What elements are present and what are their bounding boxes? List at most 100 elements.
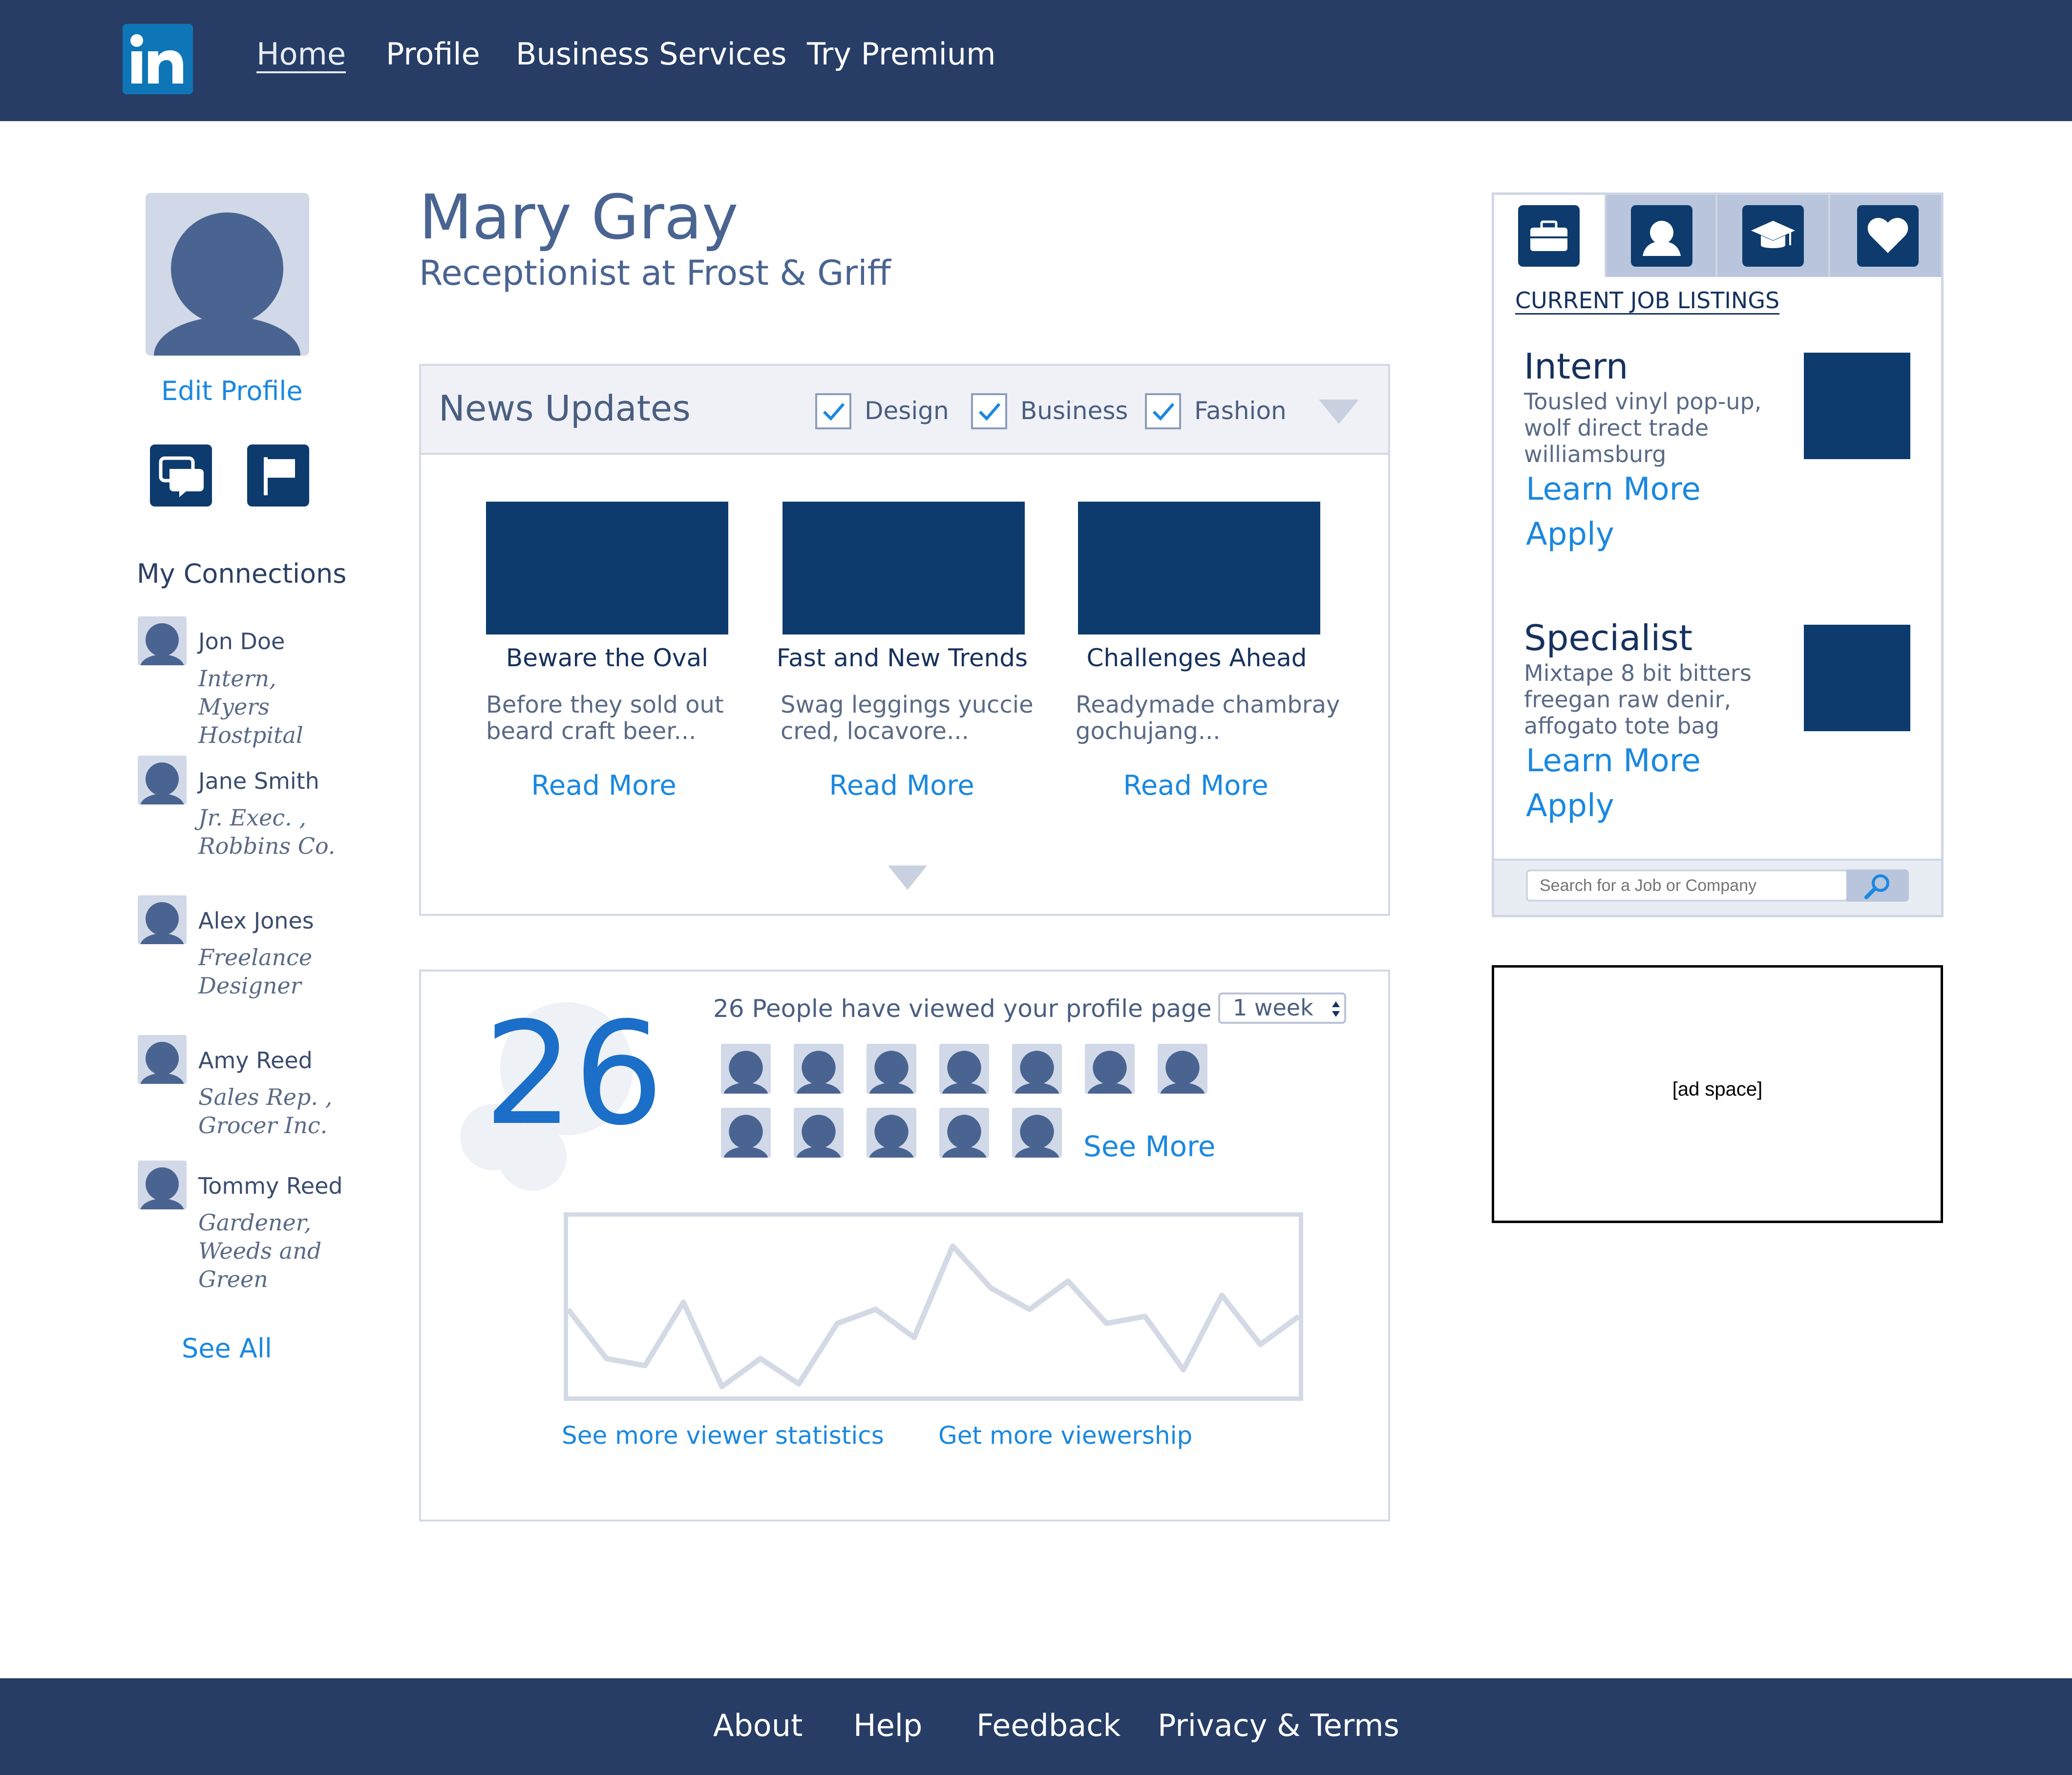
load-more-news-icon[interactable]: [888, 866, 927, 893]
connection-avatar[interactable]: [138, 1161, 187, 1209]
footer-about-link[interactable]: About: [713, 1708, 803, 1743]
job-search-input[interactable]: [1526, 869, 1848, 902]
current-job-listings-heading[interactable]: CURRENT JOB LISTINGS: [1515, 287, 1780, 314]
viewer-avatar[interactable]: [939, 1044, 989, 1094]
design-filter-checkbox[interactable]: [815, 393, 851, 429]
connection-avatar[interactable]: [138, 895, 187, 944]
person-silhouette-icon: [869, 1051, 914, 1094]
connection-role-line: Green: [198, 1266, 268, 1292]
article-image[interactable]: [486, 502, 728, 634]
viewer-avatar[interactable]: [794, 1108, 844, 1158]
connection-role-line: Robbins Co.: [198, 833, 336, 859]
viewer-avatar[interactable]: [794, 1044, 844, 1094]
article-image[interactable]: [1078, 502, 1320, 634]
nav-business-services[interactable]: Business Services: [516, 36, 787, 72]
nav-try-premium[interactable]: Try Premium: [807, 36, 996, 72]
article-title[interactable]: Challenges Ahead: [1086, 644, 1307, 672]
viewer-avatar[interactable]: [1085, 1044, 1135, 1094]
ad-space[interactable]: [1492, 965, 1943, 1223]
design-filter-label[interactable]: Design: [865, 397, 949, 425]
viewer-avatar[interactable]: [1012, 1044, 1062, 1094]
viewer-avatar[interactable]: [939, 1108, 989, 1158]
connection-avatar[interactable]: [138, 1035, 187, 1084]
flag-icon: [264, 457, 295, 495]
job-search-button[interactable]: [1846, 869, 1909, 902]
footer-privacy-terms-link[interactable]: Privacy & Terms: [1158, 1708, 1399, 1743]
view-period-value[interactable]: 1 week: [1233, 994, 1313, 1021]
linkedin-logo[interactable]: [123, 24, 193, 94]
learn-more-link[interactable]: Learn More: [1526, 743, 1701, 779]
company-logo[interactable]: [1804, 353, 1910, 459]
profile-views-summary: 26 People have viewed your profile page …: [713, 994, 1242, 1023]
checkmark-icon: [978, 403, 1001, 421]
business-filter-checkbox[interactable]: [971, 393, 1007, 429]
article-description-line: Before they sold out: [486, 691, 724, 718]
connection-name[interactable]: Jon Doe: [198, 628, 285, 655]
person-silhouette-icon: [1087, 1051, 1132, 1094]
nav-home[interactable]: Home: [256, 36, 346, 72]
article-image[interactable]: [782, 502, 1025, 634]
connection-name[interactable]: Amy Reed: [198, 1047, 313, 1074]
business-filter-label[interactable]: Business: [1020, 397, 1128, 425]
fashion-filter-checkbox[interactable]: [1145, 393, 1181, 429]
connection-name[interactable]: Tommy Reed: [198, 1173, 343, 1199]
connection-role: Freelance Designer: [198, 943, 379, 1000]
viewer-statistics-link[interactable]: See more viewer statistics: [562, 1421, 884, 1450]
viewer-avatar[interactable]: [721, 1044, 771, 1094]
graduation-cap-icon[interactable]: [1742, 205, 1804, 267]
person-silhouette-icon: [796, 1115, 841, 1158]
job-listings-panel: [1492, 192, 1944, 917]
person-silhouette-icon: [140, 1167, 184, 1209]
news-updates-header: [421, 366, 1388, 455]
read-more-link[interactable]: Read More: [1123, 770, 1269, 802]
tab-divider: [1715, 195, 1717, 277]
viewer-avatar[interactable]: [1158, 1044, 1207, 1094]
fashion-filter-label[interactable]: Fashion: [1194, 397, 1287, 425]
see-all-connections-link[interactable]: See All: [182, 1333, 272, 1364]
viewer-avatar[interactable]: [721, 1108, 771, 1158]
messages-button[interactable]: [150, 444, 212, 507]
learn-more-link[interactable]: Learn More: [1526, 471, 1701, 507]
connection-name[interactable]: Jane Smith: [198, 768, 319, 794]
job-title[interactable]: Intern: [1524, 346, 1628, 387]
connection-role-line: Grocer Inc.: [198, 1112, 328, 1139]
person-icon[interactable]: [1631, 205, 1692, 267]
connection-role-line: Jr. Exec. ,: [198, 804, 306, 831]
viewer-avatar[interactable]: [867, 1044, 916, 1094]
edit-profile-link[interactable]: Edit Profile: [161, 376, 303, 406]
job-description-line: wolf direct trade: [1524, 415, 1709, 441]
article-title[interactable]: Beware the Oval: [506, 644, 709, 672]
read-more-link[interactable]: Read More: [531, 770, 677, 802]
job-description-line: freegan raw denir,: [1524, 686, 1732, 713]
heart-icon[interactable]: [1857, 205, 1919, 267]
apply-link[interactable]: Apply: [1526, 788, 1614, 824]
connection-name[interactable]: Alex Jones: [198, 908, 314, 934]
view-period-select[interactable]: [1218, 993, 1346, 1024]
views-sparkline-line: [566, 1243, 1301, 1390]
get-viewership-link[interactable]: Get more viewership: [938, 1421, 1193, 1450]
read-more-link[interactable]: Read More: [829, 770, 974, 802]
connection-role-line: Sales Rep. ,: [198, 1084, 333, 1110]
person-silhouette-icon: [154, 212, 300, 356]
nav-profile[interactable]: Profile: [386, 36, 480, 72]
company-logo[interactable]: [1804, 625, 1910, 731]
job-title[interactable]: Specialist: [1524, 617, 1693, 658]
job-description: Tousled vinyl pop-up, wolf direct trade …: [1524, 388, 1788, 467]
connection-avatar[interactable]: [138, 756, 187, 804]
flag-button[interactable]: [247, 444, 309, 507]
see-more-viewers-link[interactable]: See More: [1083, 1130, 1216, 1163]
viewer-avatar[interactable]: [867, 1108, 916, 1158]
profile-avatar[interactable]: [146, 193, 309, 356]
briefcase-icon[interactable]: [1518, 205, 1580, 267]
views-sparkline-chart: [564, 1212, 1303, 1401]
apply-link[interactable]: Apply: [1526, 516, 1614, 552]
connection-avatar[interactable]: [138, 616, 187, 665]
article-description-line: Swag leggings yuccie: [781, 691, 1034, 718]
linkedin-logo-icon: [130, 34, 183, 84]
connection-role-line: Freelance: [198, 944, 313, 971]
article-title[interactable]: Fast and New Trends: [776, 644, 1028, 672]
news-filter-dropdown-icon[interactable]: [1319, 400, 1359, 427]
viewer-avatar[interactable]: [1012, 1108, 1062, 1158]
footer-help-link[interactable]: Help: [853, 1708, 923, 1743]
footer-feedback-link[interactable]: Feedback: [976, 1708, 1121, 1743]
